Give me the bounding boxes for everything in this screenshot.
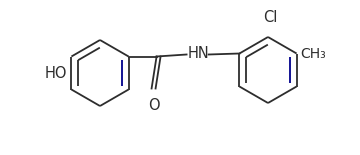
Text: O: O xyxy=(148,98,159,113)
Text: CH₃: CH₃ xyxy=(301,47,326,62)
Text: HO: HO xyxy=(45,66,67,80)
Text: HN: HN xyxy=(188,46,209,61)
Text: Cl: Cl xyxy=(263,10,277,25)
